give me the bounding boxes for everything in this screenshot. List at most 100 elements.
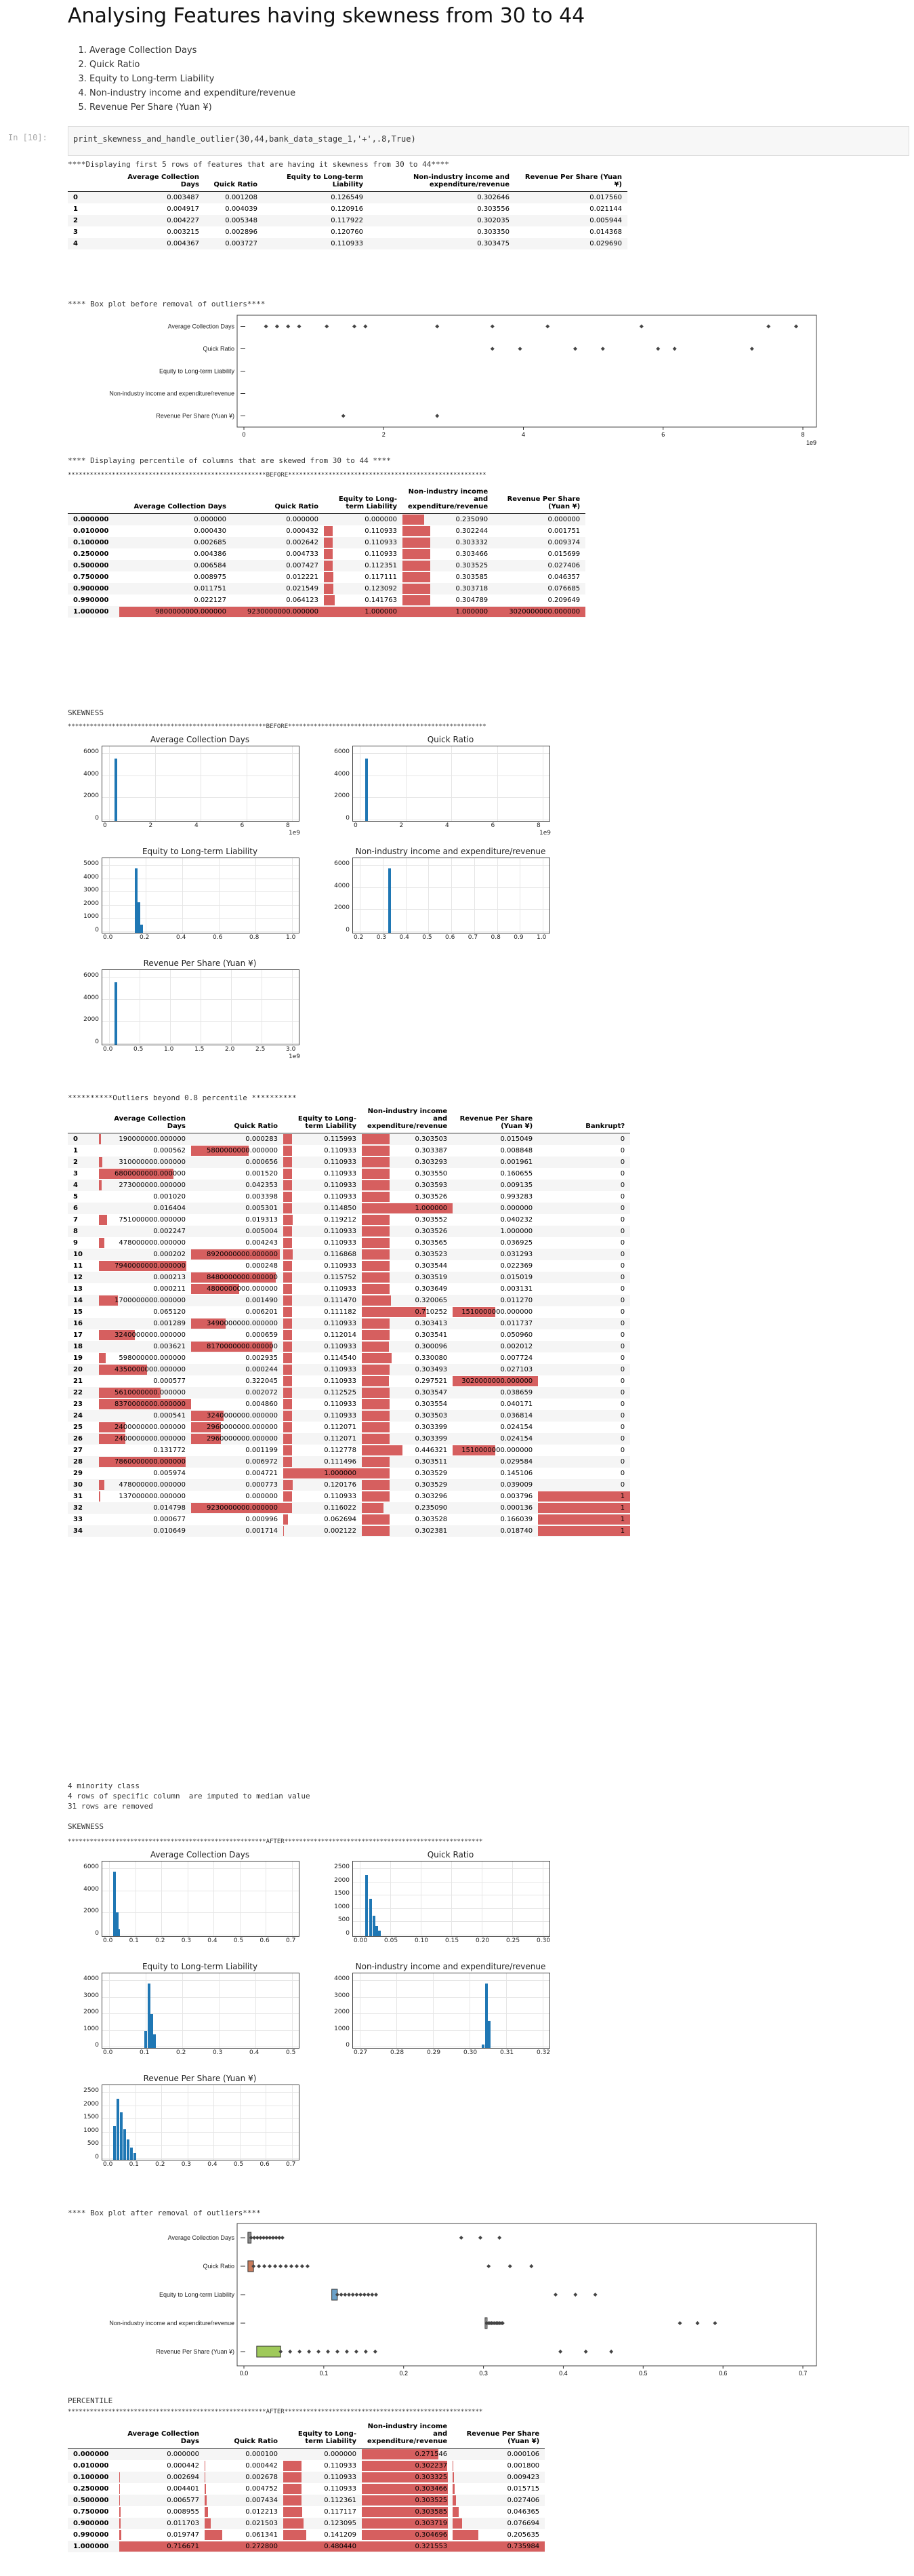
column-header: Average Collection Days xyxy=(119,2420,205,2449)
table-cell: 0.303350 xyxy=(369,226,515,238)
summary-line-3: 31 rows are removed xyxy=(68,1802,153,1811)
outlier-point xyxy=(373,2350,377,2354)
grid-line xyxy=(353,1980,549,1981)
table-cell: 0.303541 xyxy=(362,1329,453,1341)
row-index: 9 xyxy=(73,1239,78,1247)
histogram xyxy=(102,1973,299,2049)
table-row: 12 0.000213 8480000000.000000 0.115752 0.303… xyxy=(68,1272,631,1283)
table-row: 20 4350000000.000000 0.000244 0.110933 0.303… xyxy=(68,1364,631,1375)
table-cell: 0.003487 xyxy=(119,191,205,203)
table-cell: 190000000.000000 xyxy=(99,1133,191,1145)
table-cell: 0.038659 xyxy=(453,1387,539,1398)
outlier-point xyxy=(600,346,605,351)
box-label: Quick Ratio xyxy=(203,346,234,353)
table-row: 1 0.000562 5800000000.000000 0.110933 0.3033… xyxy=(68,1145,630,1156)
cell-value: 0.012221 xyxy=(286,573,318,581)
table-cell: 0.046357 xyxy=(493,571,585,583)
cell-value: 2400000000.000000 xyxy=(115,1435,186,1443)
cell-value: 0.021144 xyxy=(589,205,622,213)
hist-bar xyxy=(388,868,391,933)
table-cell: 0.000656 xyxy=(191,1156,283,1168)
cell-value: 3020000000.000000 xyxy=(461,1377,533,1385)
box-plot-before: Average Collection Days Quick Ratio Equity… xyxy=(109,315,817,446)
table-cell: 0.110933 xyxy=(283,1398,362,1410)
data-bar xyxy=(283,1353,293,1363)
outlier-point xyxy=(583,2350,588,2354)
grid-line xyxy=(102,2131,299,2133)
cell-value: 0.000442 xyxy=(245,2462,278,2470)
table-cell: 0.303529 xyxy=(362,1479,453,1491)
table-row: 30 478000000.000000 0.000773 0.120176 0.3035… xyxy=(68,1479,631,1491)
cell-value: 0 xyxy=(620,1159,625,1166)
table-cell: 0.064123 xyxy=(232,595,324,606)
data-bar xyxy=(99,1434,125,1444)
table-cell: 0.024154 xyxy=(453,1422,538,1433)
column-header: Average Collection Days xyxy=(99,1105,191,1133)
code-cell[interactable] xyxy=(68,126,909,156)
row-index: 11 xyxy=(73,1262,83,1270)
table-row: 18 0.003621 8170000000.000000 0.110933 0.300… xyxy=(68,1341,631,1352)
data-bar xyxy=(119,2530,122,2540)
cell-value: 0.117117 xyxy=(324,2508,356,2516)
grid-line xyxy=(292,858,293,933)
table-cell: 0.004917 xyxy=(119,203,205,215)
data-bar xyxy=(191,1411,224,1421)
cell-value: 8370000000.000000 xyxy=(115,1401,186,1408)
cell-value: 0.000211 xyxy=(153,1285,186,1293)
row-index: 0.500000 xyxy=(68,560,119,571)
axis-exponent: 1e9 xyxy=(539,830,551,837)
x-tick-label: 0.20 xyxy=(476,1937,490,1944)
table-cell: 0.001961 xyxy=(453,1156,539,1168)
cell-value: 0.303399 xyxy=(415,1435,448,1443)
cell-value: 0.303547 xyxy=(415,1389,448,1396)
grid-line xyxy=(170,970,171,1045)
grid-line xyxy=(109,1973,110,2048)
table-cell: 0.007724 xyxy=(453,1352,538,1364)
row-index: 18 xyxy=(68,1341,99,1352)
data-bar xyxy=(283,1342,292,1352)
box-after-message: **** Box plot after removal of outliers*… xyxy=(68,2209,261,2217)
cell-value: 0 xyxy=(620,1205,625,1212)
row-index: 2 xyxy=(68,215,119,226)
cell-value: 0.303554 xyxy=(415,1401,448,1408)
table-cell: 0.110933 xyxy=(283,1226,362,1237)
table-row: 27 0.131772 0.001199 0.112778 0.446321 151000… xyxy=(68,1445,630,1456)
table-cell: 0.002685 xyxy=(119,537,232,548)
data-bar xyxy=(362,1411,390,1421)
cell-value: 0.001714 xyxy=(245,1527,278,1535)
table-cell: 478000000.000000 xyxy=(99,1479,191,1491)
table-cell: 0.000000 xyxy=(283,2448,362,2460)
cell-value: 0.076685 xyxy=(547,585,581,592)
cell-value: 0.003131 xyxy=(500,1285,533,1293)
grid-line xyxy=(239,1861,241,1936)
cell-value: 0.040232 xyxy=(500,1216,533,1224)
row-index: 1.000000 xyxy=(68,2541,119,2552)
data-bar xyxy=(402,549,430,559)
grid-line xyxy=(474,858,475,933)
cell-value: 0.001289 xyxy=(153,1320,186,1327)
x-tick-label: 6 xyxy=(661,431,665,438)
row-index: 12 xyxy=(68,1272,99,1283)
cell-value: 0.303556 xyxy=(477,205,510,213)
data-bar xyxy=(119,2507,121,2517)
row-index: 0.000000 xyxy=(68,2448,119,2460)
data-bar xyxy=(283,1238,292,1248)
table-cell: 0.027406 xyxy=(493,560,586,571)
row-index: 24 xyxy=(68,1410,99,1422)
cell-value: 0.001800 xyxy=(507,2462,540,2470)
table-cell: 0.003131 xyxy=(453,1283,538,1295)
table-row: 0.250000 0.004401 0.004752 0.110933 0.303466… xyxy=(68,2483,545,2495)
y-tick-label: 0 xyxy=(346,2042,350,2049)
data-bar xyxy=(283,1272,293,1283)
table-cell: 3490000000.000000 xyxy=(191,1318,283,1329)
code-line[interactable]: print_skewness_and_handle_outlier(30,44,… xyxy=(73,134,416,144)
data-bar xyxy=(283,1503,293,1513)
table-row: 17 3240000000.000000 0.000659 0.112014 0.303… xyxy=(68,1329,630,1341)
data-bar xyxy=(99,1422,125,1432)
x-tick-label: 2.0 xyxy=(225,1046,235,1053)
x-tick-label: 0.4 xyxy=(207,1937,217,1944)
table-cell: 0.710252 xyxy=(362,1306,453,1318)
table-cell: 0.004386 xyxy=(119,548,232,560)
data-bar xyxy=(99,1238,104,1248)
data-bar xyxy=(191,1422,221,1432)
